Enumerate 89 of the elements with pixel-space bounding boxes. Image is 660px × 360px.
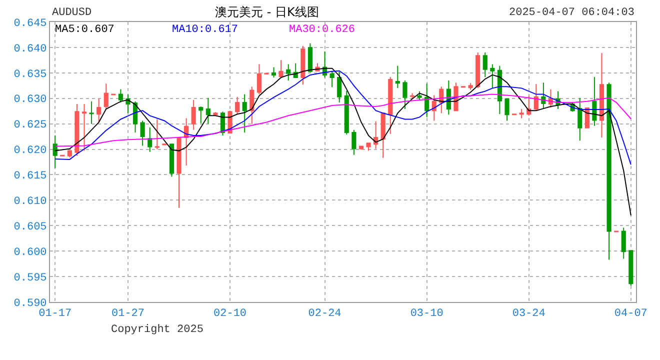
candlestick: [256, 64, 262, 95]
candlestick: [264, 72, 269, 75]
y-tick-label: 0.640: [14, 43, 47, 56]
candlestick: [96, 98, 102, 123]
candlestick: [242, 94, 247, 133]
candlestick: [628, 250, 634, 286]
candlestick: [388, 76, 393, 134]
chart-title: 澳元美元 - 日K线图: [215, 5, 319, 19]
candlestick: [206, 97, 210, 124]
text: MA30:0.626: [289, 24, 356, 36]
candlestick: [154, 118, 160, 150]
y-tick-label: 0.645: [14, 18, 47, 30]
y-tick-label: 0.620: [14, 145, 47, 158]
candlestick: [606, 82, 612, 260]
y-tick-label: 0.600: [14, 246, 47, 259]
candlestick: [104, 83, 108, 110]
candlestick: [198, 106, 204, 124]
candlestick: [191, 99, 196, 130]
candlestick: [300, 45, 306, 86]
y-tick-label: 0.625: [14, 120, 47, 132]
candlestick: [432, 94, 436, 122]
candlestick: [176, 136, 182, 208]
candlestick: [169, 144, 174, 178]
candlestick: [592, 76, 597, 126]
candlestick: [541, 82, 546, 110]
candlestick: [534, 84, 538, 112]
candlestick: [118, 88, 123, 103]
candlestick: [132, 100, 138, 133]
candlestick: [250, 86, 254, 124]
candlestick: [184, 118, 189, 166]
candlestick: [352, 129, 356, 156]
candlestick: [337, 71, 342, 103]
candlestick: [519, 108, 524, 119]
candlestick: [366, 142, 371, 152]
candlestick: [148, 126, 152, 152]
candlestick: [621, 227, 626, 260]
x-tick-label: 03-10: [410, 308, 444, 320]
candlestick: [358, 145, 364, 150]
candlestick: [476, 52, 480, 89]
candlestick: [468, 82, 473, 90]
y-tick-label: 0.635: [14, 68, 47, 81]
line-series: [54, 94, 632, 147]
line-series: [54, 68, 632, 216]
y-tick-label: 0.605: [14, 221, 47, 234]
candlestick: [482, 52, 488, 78]
candlestick: [89, 100, 94, 124]
x-tick-label: 02-10: [214, 308, 247, 320]
x-tick-label: 01-27: [111, 308, 144, 320]
candlestick: [140, 120, 145, 146]
text: MA5:0.607: [55, 24, 114, 36]
candlestick: [82, 103, 87, 152]
candlestick: [417, 90, 422, 100]
x-tick-label: 03-24: [512, 308, 546, 320]
candlestick: [286, 64, 291, 82]
text: Copyright 2025: [111, 324, 204, 336]
candlestick: [578, 97, 582, 142]
text: AUDUSD: [52, 7, 92, 19]
candlestick: [52, 135, 58, 169]
y-tick-label: 0.615: [14, 170, 47, 183]
candlestick: [374, 120, 378, 150]
candlestick: [235, 96, 240, 115]
candlestick: [599, 52, 604, 138]
x-tick-label: 04-07: [614, 308, 648, 320]
candlestick: [344, 90, 349, 136]
candlestick: [614, 230, 619, 233]
y-tick-label: 0.590: [14, 298, 47, 310]
x-tick-label: 01-17: [38, 308, 72, 320]
candlestick: [380, 112, 386, 158]
candlestick: [308, 42, 312, 73]
candlestick: [271, 66, 276, 78]
candlestick: [497, 65, 502, 115]
x-tick-label: 02-24: [308, 308, 342, 320]
candlestick: [526, 95, 532, 116]
candlestick: [330, 70, 334, 88]
text: 2025-04-07 06:04:03: [509, 7, 634, 19]
candlestick: [424, 83, 430, 118]
candlestick: [402, 80, 408, 110]
candlestick: [67, 150, 72, 158]
candlestick: [278, 60, 284, 78]
candlestick: [410, 92, 415, 99]
y-tick-label: 0.595: [14, 272, 47, 284]
text: MA10:0.617: [172, 24, 238, 36]
y-tick-label: 0.610: [14, 196, 47, 208]
candlestick: [490, 64, 495, 89]
candlestick: [395, 65, 400, 89]
candlestick: [74, 103, 80, 156]
y-tick-label: 0.630: [14, 94, 47, 106]
line-series: [54, 70, 632, 166]
candlestick: [504, 98, 510, 122]
